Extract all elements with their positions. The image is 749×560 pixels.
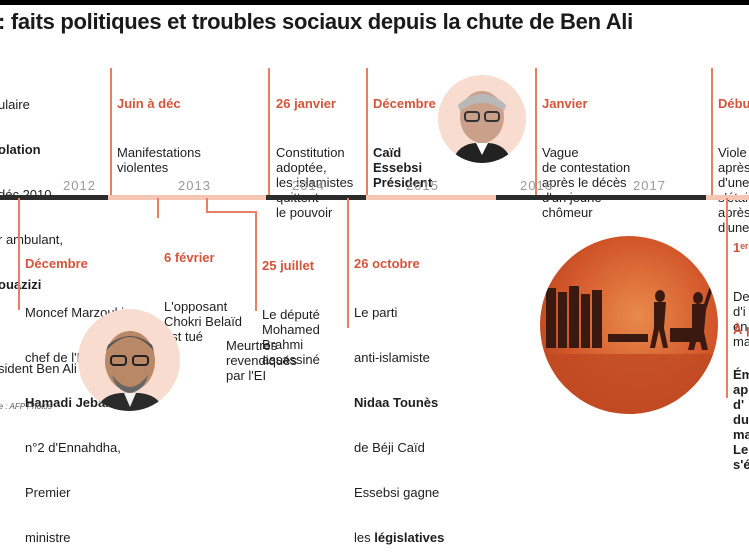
event-date: Débu: [718, 96, 749, 111]
event-2014-nidaa-tounes: 26 octobre Le parti anti-islamiste Nidaa…: [354, 226, 444, 560]
event-text: les: [354, 530, 375, 545]
event-line: ministre: [25, 530, 71, 545]
event-date: Décembre: [25, 256, 88, 271]
event-text: De d'i en ma: [733, 289, 749, 349]
event-2016-contestation: Janvier Vague de contestation après le d…: [542, 66, 630, 235]
portrait-caid-essebsi: [438, 75, 526, 163]
event-date: Janvier: [542, 96, 588, 111]
event-line: de Béji Caïd: [354, 440, 425, 455]
connector-line: [366, 68, 368, 196]
event-line: Essebsi gagne: [354, 485, 440, 500]
event-date: À p: [733, 322, 749, 337]
event-date: 26 janvier: [276, 96, 336, 111]
timeline-segment: [706, 195, 749, 200]
year-label: 2015: [406, 178, 439, 193]
connector-line: [206, 198, 208, 212]
timeline-segment: [108, 195, 266, 200]
timeline-segment: [366, 195, 496, 200]
event-text: Vague de contestation après le décès d'u…: [542, 145, 631, 220]
event-line: anti-islamiste: [354, 350, 430, 365]
event-text: Ém ap d' du ma Le s'é: [733, 367, 749, 472]
event-2013-belaid: 6 février L'opposant Chokri Belaïd est t…: [164, 220, 242, 359]
event-2014-caid-essebsi: Décembre Caïd Essebsi Président: [373, 66, 436, 205]
event-line: r ambulant,: [0, 232, 64, 247]
connector-line: [711, 68, 713, 196]
event-line: les législatives: [354, 530, 444, 545]
connector-line: [110, 68, 112, 196]
page-title: : faits politiques et troubles sociaux d…: [0, 9, 633, 34]
year-label: 2013: [178, 178, 211, 193]
event-date: 1ᵉʳ: [733, 240, 749, 255]
connector-line: [535, 68, 537, 196]
event-2013-meurtres-ei: Meurtres revendiqués par l'EI: [226, 308, 297, 398]
timeline-segment: [0, 195, 108, 200]
timeline-segment: [496, 195, 706, 200]
connector-line: [206, 211, 256, 213]
event-text: Meurtres revendiqués par l'EI: [226, 338, 297, 383]
event-bold: législatives: [374, 530, 445, 545]
connector-line: [18, 198, 20, 310]
event-text: L'opposant Chokri Belaïd est tué: [164, 299, 243, 344]
year-label: 2017: [633, 178, 666, 193]
event-line: Le parti: [354, 305, 398, 320]
event-date: 25 juillet: [262, 258, 315, 273]
event-line: Nidaa Tounès: [354, 395, 439, 410]
event-line: Premier: [25, 485, 71, 500]
event-line: ulaire: [0, 97, 30, 112]
timeline-segment: [358, 195, 366, 200]
event-2014-constitution: 26 janvier Constitution adoptée, les isl…: [276, 66, 353, 235]
event-text: Constitution adoptée, les islamistes qui…: [276, 145, 354, 220]
connector-line: [157, 198, 159, 218]
timeline-segment: [266, 195, 358, 200]
event-text: Le député Mohamed Brahmi assassiné: [262, 307, 320, 367]
year-label: 2012: [63, 178, 96, 193]
connector-line: [726, 198, 728, 398]
year-label: 2014: [292, 178, 325, 193]
connector-line: [255, 211, 257, 311]
event-date: 26 octobre: [354, 256, 420, 271]
event-line: olation: [0, 142, 41, 157]
event-text: Caïd Essebsi Président: [373, 145, 433, 190]
photo-source: rce : AFP Photos: [0, 402, 52, 411]
event-line: ouazizi: [0, 277, 42, 292]
portrait-hamadi-jebali: [78, 309, 180, 411]
event-2013-brahmi: 25 juillet Le député Mohamed Brahmi assa…: [262, 228, 320, 382]
event-2018-janvier: 1ᵉʳ De d'i en ma: [733, 210, 749, 364]
event-2011-revolution: ulaire olation déc 2010 r ambulant, ouaz…: [0, 67, 77, 391]
event-2018-emeutes: À p Ém ap d' du ma Le s'é: [733, 292, 749, 487]
year-label: 2016: [520, 178, 553, 193]
event-date: 6 février: [164, 250, 215, 265]
event-line: n°2 d'Ennahdha,: [25, 440, 121, 455]
event-date: Juin à déc: [117, 96, 181, 111]
top-rule: [0, 0, 749, 5]
connector-line: [268, 68, 270, 196]
event-line: sident Ben Ali: [0, 361, 77, 376]
event-2012-manifestations: Juin à déc Manifestations violentes: [117, 66, 201, 190]
event-text: Manifestations violentes: [117, 145, 201, 175]
connector-line: [347, 198, 349, 328]
protest-photo: [540, 236, 718, 414]
event-date: Décembre: [373, 96, 436, 111]
